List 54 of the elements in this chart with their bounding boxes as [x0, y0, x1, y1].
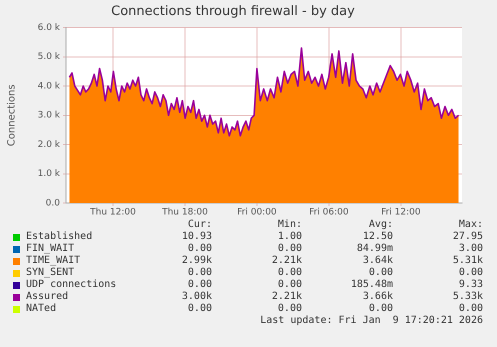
legend-label: UDP connections	[26, 279, 116, 291]
text: 0.00	[188, 243, 212, 255]
text: 0.00	[278, 243, 302, 255]
legend-label: Established	[26, 231, 92, 243]
text: 3.64k	[362, 255, 393, 267]
y-tick-label: 1.0 k	[38, 169, 61, 180]
text: 12.50	[362, 231, 393, 243]
text: 0.00	[368, 303, 393, 315]
text: Min:	[278, 219, 302, 231]
text: 3.66k	[362, 291, 393, 303]
text: Avg:	[368, 219, 393, 231]
y-tick-label: 2.0 k	[38, 140, 61, 150]
text: Cur:	[188, 219, 212, 231]
y-tick-label: 0.0	[46, 198, 60, 208]
y-tick-label: 5.0 k	[38, 52, 61, 62]
text: 0.00	[368, 267, 393, 279]
text: 3.00	[458, 243, 483, 255]
y-tick-label: 6.0 k	[38, 22, 61, 33]
y-tick-label: 3.0 k	[38, 110, 61, 121]
text: 5.31k	[452, 255, 483, 267]
text: Last update: Fri Jan 9 17:20:21 2026	[260, 315, 483, 327]
text: 0.00	[188, 279, 212, 291]
legend-label: NATed	[26, 303, 56, 315]
text: Max:	[458, 219, 483, 231]
legend-label: TIME_WAIT	[26, 255, 80, 267]
x-tick-label: Thu 18:00	[161, 208, 208, 218]
y-axis-title: Connections	[6, 84, 18, 146]
legend-label: SYN_SENT	[26, 267, 74, 279]
text: 10.93	[182, 231, 212, 243]
x-tick-label: Fri 00:00	[237, 208, 277, 218]
text: 9.33	[458, 279, 483, 291]
text: 185.48m	[350, 279, 393, 291]
text: 2.99k	[182, 255, 212, 267]
text: 84.99m	[356, 243, 393, 255]
x-tick-label: Fri 06:00	[309, 208, 349, 218]
x-tick-label: Fri 12:00	[381, 208, 421, 218]
text: 1.00	[278, 231, 302, 243]
text: 3.00k	[182, 291, 212, 303]
text: 2.21k	[272, 255, 302, 267]
text: 0.00	[188, 303, 212, 315]
legend-label: Assured	[26, 291, 68, 303]
text: 0.00	[278, 303, 302, 315]
text: 5.33k	[452, 291, 483, 303]
text: 0.00	[458, 303, 483, 315]
chart-title: Connections through firewall - by day	[111, 4, 356, 20]
text: 0.00	[278, 267, 302, 279]
y-tick-label: 4.0 k	[38, 81, 61, 92]
x-tick-label: Thu 12:00	[89, 208, 136, 218]
legend-label: FIN_WAIT	[26, 243, 74, 255]
text: 2.21k	[272, 291, 302, 303]
text: 0.00	[458, 267, 483, 279]
text: 0.00	[278, 279, 302, 291]
text: 0.00	[188, 267, 212, 279]
text: 27.95	[452, 231, 483, 243]
